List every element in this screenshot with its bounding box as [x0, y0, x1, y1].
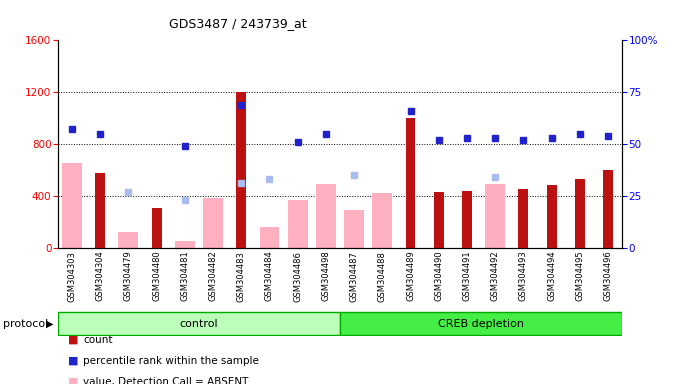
Bar: [434, 192, 444, 248]
Text: ▶: ▶: [46, 318, 54, 329]
Bar: [175, 240, 194, 248]
Text: protocol: protocol: [3, 318, 49, 329]
Bar: [603, 170, 613, 248]
Text: GSM304495: GSM304495: [575, 251, 584, 301]
Text: value, Detection Call = ABSENT: value, Detection Call = ABSENT: [83, 377, 248, 384]
Bar: [62, 164, 82, 248]
Bar: [95, 172, 105, 248]
Text: GSM304487: GSM304487: [350, 251, 358, 301]
Text: GSM304491: GSM304491: [462, 251, 471, 301]
Bar: [288, 200, 307, 248]
Bar: [575, 179, 585, 248]
FancyBboxPatch shape: [58, 312, 340, 335]
Text: control: control: [180, 318, 218, 329]
Bar: [462, 191, 472, 248]
Text: GSM304492: GSM304492: [491, 251, 500, 301]
Text: GSM304479: GSM304479: [124, 251, 133, 301]
Bar: [260, 227, 279, 248]
Text: count: count: [83, 335, 112, 345]
Text: GSM304493: GSM304493: [519, 251, 528, 301]
Text: CREB depletion: CREB depletion: [438, 318, 524, 329]
Bar: [547, 185, 557, 248]
Text: GSM304496: GSM304496: [604, 251, 613, 301]
Bar: [236, 92, 246, 248]
Text: ■: ■: [68, 356, 78, 366]
Text: GSM304484: GSM304484: [265, 251, 274, 301]
Bar: [373, 193, 392, 248]
Text: GSM304303: GSM304303: [67, 251, 76, 301]
Text: ■: ■: [68, 335, 78, 345]
Bar: [486, 184, 505, 248]
Bar: [344, 210, 364, 248]
Text: GSM304494: GSM304494: [547, 251, 556, 301]
Bar: [316, 184, 336, 248]
Text: GSM304489: GSM304489: [406, 251, 415, 301]
Text: GSM304480: GSM304480: [152, 251, 161, 301]
Bar: [518, 189, 528, 248]
Text: GSM304482: GSM304482: [209, 251, 218, 301]
Bar: [152, 207, 162, 248]
Bar: [203, 199, 223, 248]
Text: GDS3487 / 243739_at: GDS3487 / 243739_at: [169, 17, 307, 30]
FancyBboxPatch shape: [340, 312, 622, 335]
Text: GSM304488: GSM304488: [378, 251, 387, 301]
Text: GSM304486: GSM304486: [293, 251, 302, 301]
Text: GSM304481: GSM304481: [180, 251, 189, 301]
Text: percentile rank within the sample: percentile rank within the sample: [83, 356, 259, 366]
Bar: [405, 118, 415, 248]
Text: ■: ■: [68, 377, 78, 384]
Text: GSM304483: GSM304483: [237, 251, 245, 301]
Text: GSM304498: GSM304498: [322, 251, 330, 301]
Text: GSM304490: GSM304490: [435, 251, 443, 301]
Text: GSM304304: GSM304304: [96, 251, 105, 301]
Bar: [118, 232, 138, 248]
